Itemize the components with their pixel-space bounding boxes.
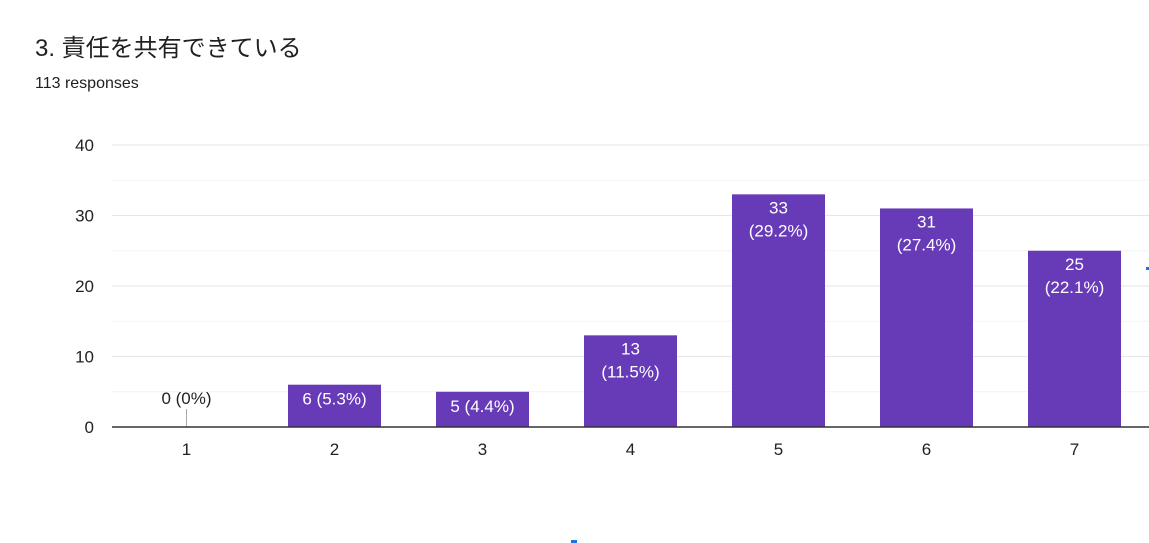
x-tick-label: 4: [626, 440, 635, 459]
bar[interactable]: [1028, 250, 1121, 427]
x-tick-label: 6: [922, 440, 931, 459]
data-label: 0 (0%): [161, 389, 211, 408]
data-label: 13: [621, 339, 640, 358]
chart-data-labels: 0 (0%) 6 (5.3%) 5 (4.4%) 13 (11.5%) 33 (29.2%)…: [161, 198, 1104, 415]
x-tick-label: 3: [478, 440, 487, 459]
y-tick-label: 20: [75, 277, 94, 296]
data-label: (29.2%): [749, 221, 809, 240]
x-tick-label: 1: [182, 440, 191, 459]
data-label: (22.1%): [1045, 278, 1105, 297]
bar[interactable]: [584, 335, 677, 427]
chart-bars: [186, 194, 1121, 427]
x-tick-label: 2: [330, 440, 339, 459]
bar[interactable]: [288, 384, 381, 427]
data-label: (27.4%): [897, 235, 957, 254]
y-tick-label: 40: [75, 136, 94, 155]
data-label: 33: [769, 198, 788, 217]
right-edge-marker: [1146, 267, 1149, 270]
x-axis-tick-labels: 1 2 3 4 5 6 7: [182, 440, 1079, 459]
x-tick-label: 7: [1070, 440, 1079, 459]
data-label: 31: [917, 212, 936, 231]
x-tick-label: 5: [774, 440, 783, 459]
data-label: 25: [1065, 255, 1084, 274]
data-label: 6 (5.3%): [302, 390, 366, 409]
bar[interactable]: [880, 208, 973, 427]
data-label: 5 (4.4%): [450, 397, 514, 416]
response-count: 113 responses: [35, 75, 139, 92]
y-tick-label: 30: [75, 207, 94, 226]
question-title: 3. 責任を共有できている: [35, 35, 302, 62]
data-label: (11.5%): [601, 362, 659, 381]
bar[interactable]: [732, 194, 825, 427]
y-tick-label: 10: [75, 348, 94, 367]
y-axis-tick-labels: 0 10 20 30 40: [75, 136, 94, 437]
y-tick-label: 0: [85, 418, 94, 437]
bar[interactable]: [436, 391, 529, 427]
bottom-edge-marker: [571, 540, 577, 543]
